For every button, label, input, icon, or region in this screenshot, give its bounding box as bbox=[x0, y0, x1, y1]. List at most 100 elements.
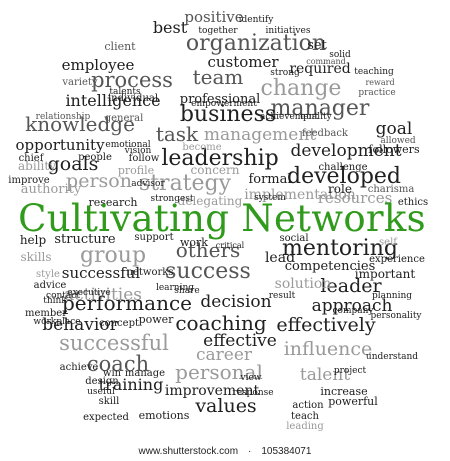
cloud-word: workplace bbox=[33, 317, 80, 327]
cloud-word: personality bbox=[370, 311, 422, 321]
cloud-word: improvement bbox=[165, 383, 260, 399]
cloud-word: development bbox=[290, 141, 401, 161]
cloud-word: individual bbox=[108, 93, 158, 104]
cloud-word: followers bbox=[368, 143, 420, 156]
cloud-word: concern bbox=[191, 163, 240, 177]
cloud-word: leadership bbox=[161, 146, 278, 171]
cloud-word: authority bbox=[21, 182, 82, 197]
cloud-word: practice bbox=[358, 88, 395, 98]
cloud-word: executive bbox=[67, 288, 110, 298]
cloud-word: help bbox=[20, 233, 47, 247]
cloud-word: strongest bbox=[150, 194, 193, 204]
watermark-separator: · bbox=[248, 446, 252, 457]
cloud-word: career bbox=[196, 345, 253, 365]
cloud-word: values bbox=[194, 395, 256, 417]
cloud-word: challenge bbox=[318, 162, 367, 173]
cloud-word: relationship bbox=[36, 112, 91, 122]
cloud-word: chief bbox=[19, 153, 45, 164]
cloud-word: mentoring bbox=[282, 236, 398, 261]
cloud-word: person bbox=[66, 170, 132, 192]
cloud-word: business bbox=[180, 102, 276, 127]
cloud-word: manage bbox=[125, 368, 165, 379]
cloud-word: increase bbox=[320, 385, 367, 398]
cloud-word: useful bbox=[87, 387, 115, 397]
cloud-word: manager bbox=[271, 96, 370, 121]
cloud-word: skills bbox=[20, 250, 51, 264]
cloud-word: profile bbox=[118, 164, 154, 177]
cloud-word: positive bbox=[184, 8, 243, 26]
cloud-word: developed bbox=[287, 164, 401, 189]
cloud-word: member bbox=[25, 308, 67, 319]
cloud-word: skill bbox=[99, 396, 120, 407]
cloud-word: talents bbox=[109, 87, 141, 97]
cloud-word: implementation bbox=[244, 187, 356, 203]
cloud-word: coach bbox=[87, 352, 149, 376]
watermark-url: www.shutterstock.com bbox=[138, 446, 239, 457]
cloud-word: opportunity bbox=[15, 136, 105, 154]
cloud-word: become bbox=[182, 142, 221, 153]
cloud-word: design bbox=[85, 376, 119, 387]
cloud-word: improve bbox=[8, 175, 50, 186]
cloud-word: quality bbox=[300, 112, 332, 122]
cloud-word: project bbox=[334, 366, 367, 376]
cloud-word: successful bbox=[59, 331, 169, 355]
cloud-word: customer bbox=[207, 53, 279, 71]
cloud-word: reward bbox=[365, 78, 394, 87]
cloud-word: vision bbox=[124, 146, 152, 156]
cloud-word: organization bbox=[186, 31, 326, 56]
cloud-word: learning bbox=[156, 283, 194, 293]
cloud-word: critical bbox=[216, 241, 245, 250]
cloud-word: together bbox=[198, 26, 238, 36]
cloud-word: research bbox=[89, 196, 138, 209]
cloud-word: lead bbox=[265, 250, 295, 266]
cloud-word: style bbox=[36, 269, 60, 280]
cloud-word: important bbox=[355, 267, 416, 281]
cloud-word: general bbox=[105, 113, 144, 124]
cloud-word: intelligence bbox=[65, 91, 160, 110]
cloud-word: set bbox=[307, 38, 327, 53]
watermark-id: 105384071 bbox=[261, 446, 312, 457]
cloud-word: strategy bbox=[139, 171, 232, 196]
cloud-word: view bbox=[240, 373, 262, 383]
cloud-word: networks bbox=[127, 267, 174, 278]
cloud-word: coaching bbox=[175, 311, 267, 335]
cloud-word: influence bbox=[284, 338, 373, 360]
cloud-word: structure bbox=[54, 232, 116, 247]
cloud-word: training bbox=[99, 375, 164, 394]
watermark-footer: www.shutterstock.com · 105384071 bbox=[0, 442, 450, 461]
cloud-word: empowerment bbox=[191, 99, 257, 109]
cloud-word: effectively bbox=[276, 314, 375, 336]
cloud-word: personal bbox=[175, 360, 263, 384]
cloud-word: allowed bbox=[380, 136, 416, 146]
cloud-word: role bbox=[328, 182, 352, 196]
cloud-word: powerful bbox=[328, 395, 378, 408]
cloud-word: ethics bbox=[398, 197, 428, 208]
cloud-word: employee bbox=[62, 56, 135, 74]
cloud-word: best bbox=[153, 18, 188, 37]
cloud-word: change bbox=[261, 76, 342, 101]
cloud-word: performance bbox=[62, 291, 192, 315]
cloud-word: experience bbox=[369, 254, 425, 265]
cloud-word: decision bbox=[200, 292, 271, 312]
cloud-word: identify bbox=[239, 15, 275, 25]
cloud-word: expected bbox=[83, 412, 129, 423]
cloud-word: planning bbox=[372, 291, 412, 301]
cloud-word: management bbox=[204, 125, 316, 145]
cloud-word: command bbox=[306, 57, 346, 66]
cloud-word: people bbox=[78, 152, 112, 163]
cloud-word: advice bbox=[34, 280, 67, 291]
cloud-word: successful bbox=[62, 264, 141, 282]
cloud-word: variety bbox=[61, 77, 98, 88]
cloud-word: competencies bbox=[285, 259, 376, 274]
cloud-word: knowledge bbox=[25, 112, 135, 136]
cloud-word: initiatives bbox=[266, 26, 311, 36]
cloud-word: ability bbox=[18, 159, 56, 173]
cloud-word: charisma bbox=[368, 184, 415, 195]
cloud-word: client bbox=[104, 40, 136, 53]
cloud-word: concept bbox=[99, 318, 139, 329]
cloud-word: action bbox=[292, 400, 324, 411]
cloud-word: solid bbox=[329, 50, 351, 60]
